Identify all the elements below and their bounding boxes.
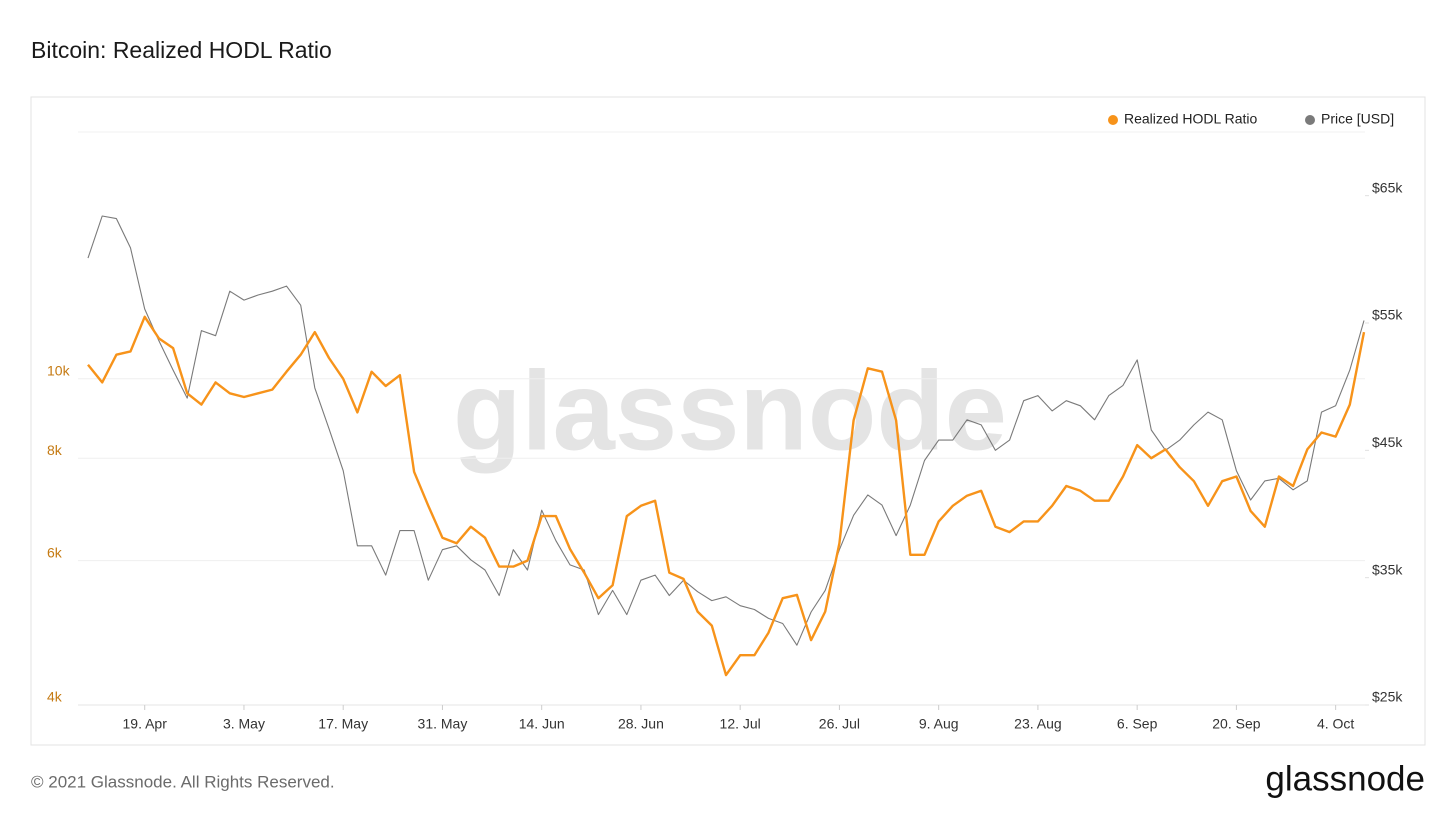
x-tick-label: 3. May bbox=[223, 716, 265, 732]
series-line bbox=[87, 215, 1365, 646]
chart-title: Bitcoin: Realized HODL Ratio bbox=[31, 37, 332, 63]
y-tick-label: 10k bbox=[47, 362, 71, 378]
chart-frame bbox=[30, 96, 1426, 746]
y2-tick-label: $35k bbox=[1372, 561, 1403, 577]
x-tick-label: 19. Apr bbox=[123, 716, 168, 732]
x-tick-label: 31. May bbox=[418, 716, 468, 732]
x-tick-label: 26. Jul bbox=[819, 716, 860, 732]
y-tick-label: 4k bbox=[47, 689, 63, 705]
x-tick-label: 17. May bbox=[318, 716, 368, 732]
x-tick-label: 14. Jun bbox=[519, 716, 565, 732]
legend-swatch bbox=[1305, 115, 1315, 125]
y2-tick-label: $65k bbox=[1372, 179, 1403, 195]
x-tick-label: 12. Jul bbox=[720, 716, 761, 732]
x-tick-label: 23. Aug bbox=[1014, 716, 1062, 732]
legend-label: Realized HODL Ratio bbox=[1124, 111, 1258, 127]
y2-tick-label: $55k bbox=[1372, 307, 1403, 323]
y-tick-label: 8k bbox=[47, 442, 63, 458]
series-line bbox=[87, 315, 1366, 677]
legend-label: Price [USD] bbox=[1321, 111, 1394, 127]
y2-tick-label: $45k bbox=[1372, 434, 1403, 450]
y2-tick-label: $25k bbox=[1372, 689, 1403, 705]
y-tick-label: 6k bbox=[47, 544, 63, 560]
x-tick-label: 20. Sep bbox=[1212, 716, 1260, 732]
watermark: glassnode bbox=[453, 349, 1007, 474]
x-tick-label: 9. Aug bbox=[919, 716, 959, 732]
x-tick-label: 4. Oct bbox=[1317, 716, 1354, 732]
brand-logo: glassnode bbox=[1265, 759, 1425, 798]
x-tick-label: 28. Jun bbox=[618, 716, 664, 732]
legend-swatch bbox=[1108, 115, 1118, 125]
footer: © 2021 Glassnode. All Rights Reserved. bbox=[31, 772, 335, 791]
x-tick-label: 6. Sep bbox=[1117, 716, 1158, 732]
